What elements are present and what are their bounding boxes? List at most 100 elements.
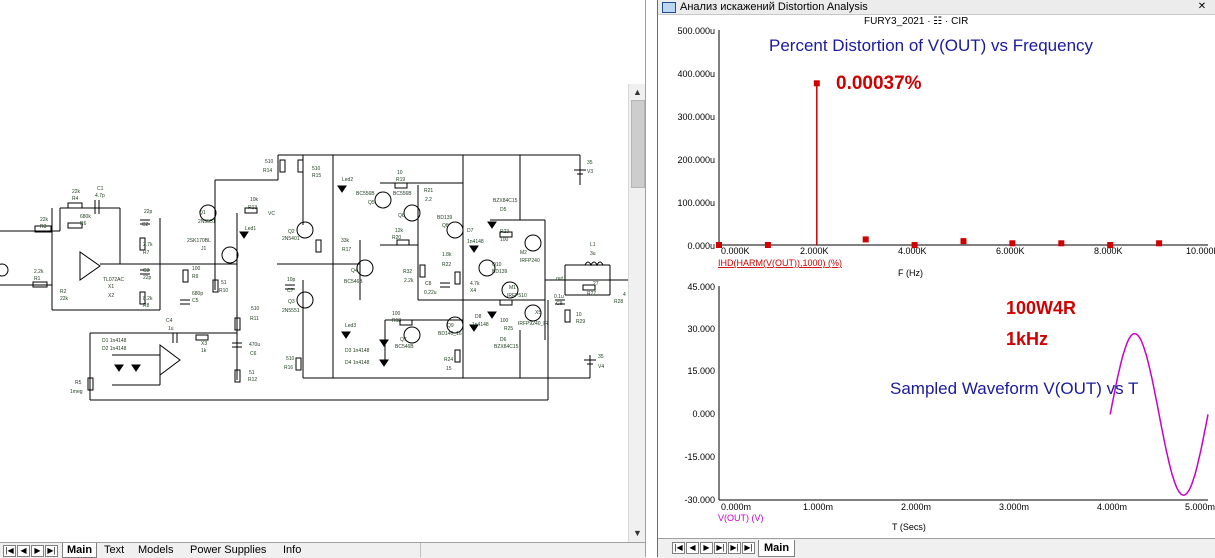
distortion-bar	[1058, 240, 1065, 247]
waveform-plot[interactable]: 45.000 30.000 15.000 0.000 -15.000 -30.0…	[684, 282, 1215, 532]
label-q9: Q9	[447, 323, 454, 329]
label-r2-value: 22k	[60, 296, 69, 302]
top-plot-title: Percent Distortion of V(OUT) vs Frequenc…	[769, 36, 1094, 55]
schematic-vertical-scrollbar[interactable]: ▲ ▼	[628, 84, 646, 542]
x-tick: 0.000m	[721, 502, 751, 512]
distortion-bar	[862, 236, 869, 243]
label-r23: R23	[500, 229, 509, 235]
y-tick: 500.000u	[677, 26, 715, 36]
pane-splitter[interactable]	[645, 0, 658, 557]
label-r25-value: 100	[500, 318, 509, 324]
distortion-plot[interactable]: 500.000u 400.000u 300.000u 200.000u 100.…	[677, 26, 1215, 278]
tab-models[interactable]: Models	[138, 544, 174, 556]
tab-power-supplies[interactable]: Power Supplies	[190, 544, 267, 556]
schematic-canvas[interactable]: C1 4.7p 22k R4 680k R6 22k R3 2.2k R1 R2…	[0, 0, 628, 542]
schematic-horizontal-scrollbar[interactable]	[420, 543, 629, 557]
next-page-icon[interactable]: ▶	[31, 545, 44, 557]
scrollbar-thumb[interactable]	[631, 100, 645, 188]
analysis-plots[interactable]: 500.000u 400.000u 300.000u 200.000u 100.…	[658, 0, 1215, 538]
schematic-editor[interactable]: C1 4.7p 22k R4 680k R6 22k R3 2.2k R1 R2…	[0, 0, 646, 558]
x-tick: 2.000m	[901, 502, 931, 512]
first-page-icon[interactable]: |◀	[672, 542, 685, 554]
label-q7-value: BC546B	[395, 344, 414, 350]
label-q8: Q8	[442, 223, 449, 229]
next-page-icon[interactable]: ▶	[700, 542, 713, 554]
distortion-bar	[1009, 240, 1016, 247]
distortion-bar	[1156, 240, 1163, 247]
frequency-annotation: 1kHz	[1006, 329, 1048, 349]
x-tick: 4.000K	[898, 246, 927, 256]
bottom-trace-label[interactable]: V(OUT) (V)	[718, 513, 764, 523]
label-r11: R11	[250, 316, 259, 322]
label-vc-1: VC	[268, 211, 275, 217]
last-page-icon[interactable]: ▶|	[728, 542, 741, 554]
tab-main[interactable]: Main	[62, 543, 98, 558]
prev-page-icon[interactable]: ◀	[686, 542, 699, 554]
scroll-up-arrow-icon[interactable]: ▲	[633, 87, 642, 97]
y-tick: 45.000	[687, 282, 715, 292]
label-c5-value: 680p	[192, 291, 203, 297]
last-page-icon[interactable]: ▶|	[45, 545, 58, 557]
label-r18: R18	[392, 318, 401, 324]
label-c5: C5	[192, 298, 199, 304]
label-q3-value: 2N5551	[282, 308, 300, 314]
label-r13-value: 10k	[250, 197, 259, 203]
label-c4: C4	[166, 318, 173, 324]
label-r7: R7	[143, 250, 150, 256]
label-c2: C2	[142, 222, 149, 228]
label-d3: D3 1n4148	[345, 348, 370, 354]
label-r14-value: 510	[265, 159, 274, 165]
prev-page-icon[interactable]: ◀	[17, 545, 30, 557]
label-r20: R20	[392, 235, 401, 241]
label-x3-value: 1k	[201, 348, 207, 354]
label-r6: R6	[80, 221, 87, 227]
y-tick: -30.000	[684, 495, 715, 505]
distortion-analysis-window: Анализ искажений Distortion Analysis ✕ F…	[657, 0, 1215, 558]
label-x3: X3	[201, 341, 207, 347]
first-page-icon[interactable]: |◀	[3, 545, 16, 557]
label-l1: L1	[590, 242, 596, 248]
label-r23-value: 100	[500, 237, 509, 243]
y-tick: 0.000	[692, 409, 715, 419]
tab-main[interactable]: Main	[758, 540, 796, 557]
label-r18-value: 100	[392, 311, 401, 317]
label-q9-value: BD140_16	[438, 331, 462, 337]
scroll-down-arrow-icon[interactable]: ▼	[633, 528, 642, 538]
label-m1-value: IRFP510	[507, 293, 527, 299]
label-c7: C7	[287, 288, 294, 294]
last-page-icon[interactable]: ▶|	[714, 542, 727, 554]
label-led3: Led3	[345, 323, 356, 329]
label-four: 4	[623, 292, 626, 298]
label-r9-value: 100	[192, 266, 201, 272]
label-j1: J1	[201, 246, 207, 252]
label-v4-value: 35	[598, 354, 604, 360]
label-v3: V3	[587, 169, 593, 175]
window-title-bar[interactable]: Анализ искажений Distortion Analysis ✕	[658, 0, 1215, 15]
top-x-tick-labels: 0.000K 2.000K 4.000K 6.000K 8.000K 10.00…	[721, 246, 1215, 256]
label-r16-value: 510	[286, 356, 295, 362]
label-c9: C9	[556, 301, 563, 307]
label-r29: R29	[576, 319, 585, 325]
top-trace-label[interactable]: IHD(HARM(V(OUT)),1000) (%)	[718, 258, 842, 268]
label-d5: D5	[500, 207, 507, 213]
label-r32-value: 2.2k	[404, 278, 414, 284]
label-r21-value: 2.2	[425, 197, 432, 203]
label-r8-value: 8.2k	[143, 296, 153, 302]
label-c1-value: 4.7p	[95, 193, 105, 199]
last-page-icon[interactable]: ▶|	[742, 542, 755, 554]
close-icon[interactable]: ✕	[1197, 1, 1207, 12]
label-c6-value: 470u	[249, 342, 260, 348]
label-d6: D6	[500, 337, 507, 343]
label-x4-value: 4.7k	[470, 281, 480, 287]
distortion-bar	[960, 238, 967, 245]
x-tick: 3.000m	[999, 502, 1029, 512]
bottom-y-tick-labels: 45.000 30.000 15.000 0.000 -15.000 -30.0…	[684, 282, 715, 505]
label-led2: Led2	[342, 177, 353, 183]
label-out: out	[556, 276, 564, 282]
distortion-bar	[911, 242, 918, 248]
tab-text[interactable]: Text	[104, 544, 125, 556]
tab-info[interactable]: Info	[283, 544, 302, 556]
x-tick: 10.000K	[1186, 246, 1215, 256]
label-x1: X1	[108, 284, 114, 290]
label-r19-value: 10	[397, 170, 403, 176]
